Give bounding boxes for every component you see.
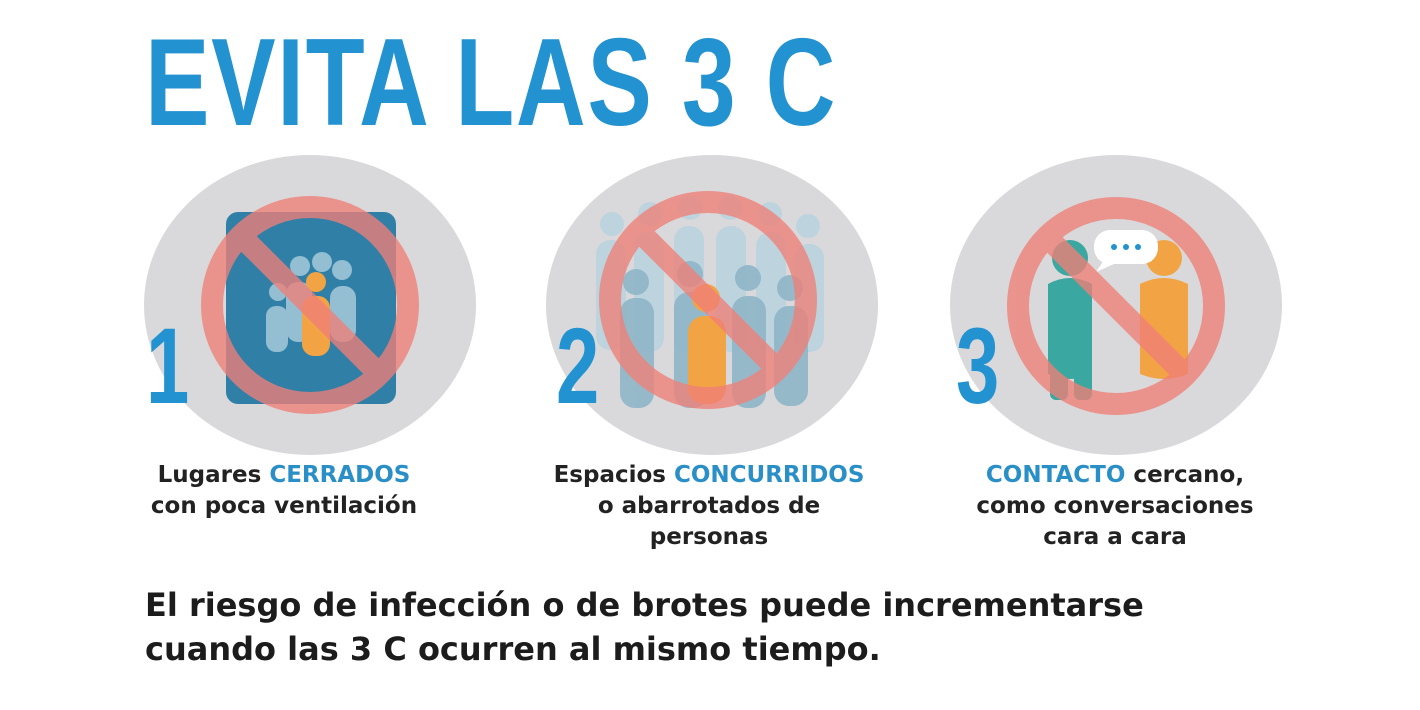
caption-highlight: CERRADOS <box>269 462 411 488</box>
page-title: EVITA LAS 3 C <box>145 14 838 152</box>
panel-number: 2 <box>556 305 600 426</box>
panel-number: 1 <box>146 305 190 426</box>
panel-caption: Espacios CONCURRIDOS o abarrotados de pe… <box>553 462 865 550</box>
panel-number: 3 <box>956 305 1000 426</box>
footer-line-2: cuando las 3 C ocurren al mismo tiempo. <box>145 630 881 668</box>
footer-line-1: El riesgo de infección o de brotes puede… <box>145 586 1144 624</box>
panel-caption: Lugares CERRADOS con poca ventilación <box>150 462 418 519</box>
caption-highlight: CONTACTO <box>985 462 1126 488</box>
caption-highlight: CONCURRIDOS <box>673 462 865 488</box>
footer-warning: El riesgo de infección o de brotes puede… <box>145 583 1144 671</box>
panel-caption: CONTACTO cercano, como conversaciones ca… <box>976 462 1254 550</box>
